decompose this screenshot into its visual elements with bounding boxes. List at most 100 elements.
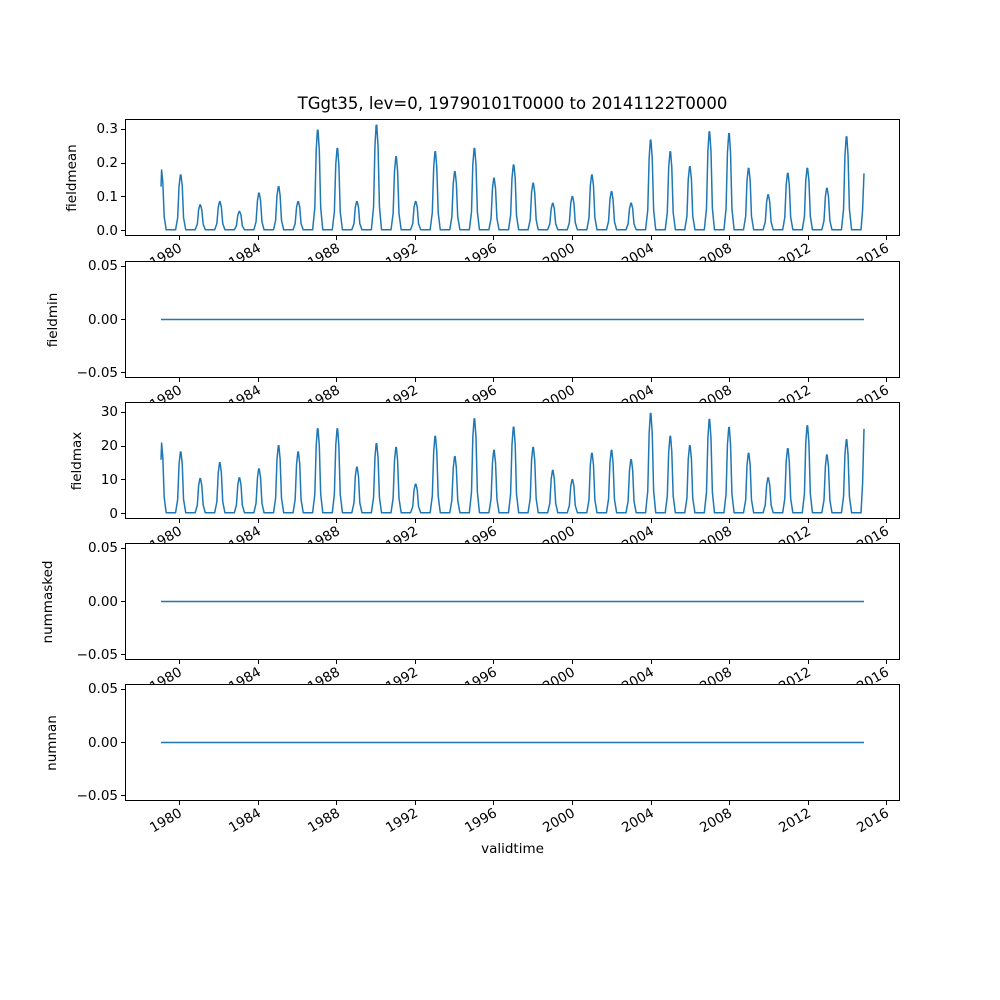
y-tick-label: 30 bbox=[100, 404, 118, 421]
x-tick-mark bbox=[257, 378, 259, 382]
y-tick-mark bbox=[121, 128, 125, 130]
line-series-fieldmin bbox=[161, 318, 864, 321]
y-tick-mark bbox=[121, 688, 125, 690]
x-tick-mark bbox=[650, 519, 652, 523]
y-tick-mark bbox=[121, 445, 125, 447]
plot-area-fieldmean bbox=[125, 119, 900, 236]
x-tick-mark bbox=[650, 236, 652, 240]
y-tick-mark bbox=[121, 601, 125, 602]
x-tick-mark bbox=[179, 236, 181, 240]
y-tick-label: 0.0 bbox=[96, 222, 118, 239]
x-tick-mark bbox=[493, 236, 495, 240]
x-tick-mark bbox=[336, 236, 338, 240]
x-tick-mark bbox=[493, 378, 495, 382]
y-tick-label: 20 bbox=[100, 438, 118, 455]
x-tick-label: 2008 bbox=[697, 805, 736, 837]
subplot-numnan: numnan 0.05 0.00 −0.05 1980 1984 1988 1992 1996… bbox=[0, 681, 1000, 836]
x-axis-label: validtime bbox=[481, 841, 544, 857]
y-tick-label: 0.00 bbox=[87, 734, 118, 751]
x-tick-mark bbox=[414, 660, 416, 664]
x-tick-mark bbox=[571, 378, 573, 382]
y-tick-mark bbox=[121, 372, 125, 374]
y-tick-label: −0.05 bbox=[76, 787, 118, 804]
x-tick-mark bbox=[571, 660, 573, 664]
y-tick-mark bbox=[121, 196, 125, 198]
x-tick-mark bbox=[807, 660, 809, 664]
x-tick-mark bbox=[807, 378, 809, 382]
plot-area-numnan bbox=[125, 684, 900, 801]
x-tick-label: 1984 bbox=[226, 805, 264, 837]
x-tick-mark bbox=[729, 378, 731, 382]
x-tick-mark bbox=[179, 378, 181, 382]
x-tick-mark bbox=[807, 801, 809, 805]
x-tick-mark bbox=[414, 519, 416, 523]
y-tick-mark bbox=[121, 742, 125, 743]
x-tick-mark bbox=[179, 519, 181, 523]
x-tick-mark bbox=[729, 801, 731, 805]
x-tick-mark bbox=[571, 236, 573, 240]
x-tick-mark bbox=[807, 519, 809, 523]
x-tick-mark bbox=[886, 519, 888, 523]
y-tick-label: 0.1 bbox=[96, 188, 118, 205]
y-tick-label: 10 bbox=[100, 471, 118, 488]
y-tick-mark bbox=[121, 479, 125, 481]
x-tick-mark bbox=[257, 236, 259, 240]
x-tick-mark bbox=[179, 660, 181, 664]
subplot-nummasked: nummasked 0.05 0.00 −0.05 1980 1984 1988 1992 1… bbox=[0, 540, 1000, 695]
x-tick-mark bbox=[729, 519, 731, 523]
line-series-fieldmean bbox=[160, 124, 865, 231]
x-tick-mark bbox=[336, 378, 338, 382]
x-tick-mark bbox=[414, 236, 416, 240]
y-tick-mark bbox=[121, 162, 125, 164]
data-line bbox=[160, 124, 865, 231]
x-tick-mark bbox=[493, 801, 495, 805]
x-tick-label: 1988 bbox=[304, 805, 343, 837]
line-series-nummasked bbox=[161, 600, 864, 603]
y-tick-label: 0.05 bbox=[87, 681, 118, 698]
x-tick-label: 2000 bbox=[540, 805, 578, 837]
y-tick-mark bbox=[121, 547, 125, 549]
x-tick-mark bbox=[886, 660, 888, 664]
y-tick-label: 0.05 bbox=[87, 540, 118, 557]
x-tick-mark bbox=[650, 660, 652, 664]
y-tick-label: 0 bbox=[109, 505, 118, 522]
x-tick-mark bbox=[257, 519, 259, 523]
x-tick-mark bbox=[336, 801, 338, 805]
x-tick-mark bbox=[729, 236, 731, 240]
data-line bbox=[160, 412, 865, 514]
y-tick-label: 0.00 bbox=[87, 593, 118, 610]
subplot-fieldmin: fieldmin 0.05 0.00 −0.05 1980 1984 1988 1992 19… bbox=[0, 258, 1000, 413]
x-tick-label: 2016 bbox=[854, 805, 893, 837]
x-tick-mark bbox=[729, 660, 731, 664]
plot-area-nummasked bbox=[125, 543, 900, 660]
x-tick-mark bbox=[650, 378, 652, 382]
y-tick-mark bbox=[121, 319, 125, 320]
y-tick-label: 0.2 bbox=[96, 155, 118, 172]
x-tick-label: 2004 bbox=[618, 805, 657, 837]
x-tick-label: 1980 bbox=[147, 805, 186, 837]
x-tick-label: 1996 bbox=[461, 805, 500, 837]
line-series-fieldmax bbox=[160, 412, 865, 514]
x-tick-mark bbox=[179, 801, 181, 805]
subplot-fieldmean: fieldmean 0.0 0.1 0.2 0.3 1980 1984 1988 1992 19… bbox=[0, 119, 1000, 271]
x-tick-mark bbox=[336, 660, 338, 664]
x-tick-mark bbox=[414, 801, 416, 805]
x-tick-mark bbox=[493, 660, 495, 664]
y-tick-mark bbox=[121, 795, 125, 797]
x-tick-mark bbox=[257, 660, 259, 664]
x-tick-label: 2012 bbox=[775, 805, 814, 837]
x-tick-mark bbox=[807, 236, 809, 240]
x-tick-mark bbox=[257, 801, 259, 805]
x-tick-mark bbox=[414, 378, 416, 382]
y-tick-mark bbox=[121, 654, 125, 656]
chart-title: TGgt35, lev=0, 19790101T0000 to 20141122… bbox=[297, 94, 728, 113]
x-tick-mark bbox=[886, 378, 888, 382]
x-tick-mark bbox=[571, 801, 573, 805]
x-tick-mark bbox=[650, 801, 652, 805]
y-tick-mark bbox=[121, 513, 125, 515]
x-tick-mark bbox=[886, 801, 888, 805]
x-tick-mark bbox=[886, 236, 888, 240]
plot-area-fieldmax bbox=[125, 402, 900, 519]
x-tick-mark bbox=[493, 519, 495, 523]
